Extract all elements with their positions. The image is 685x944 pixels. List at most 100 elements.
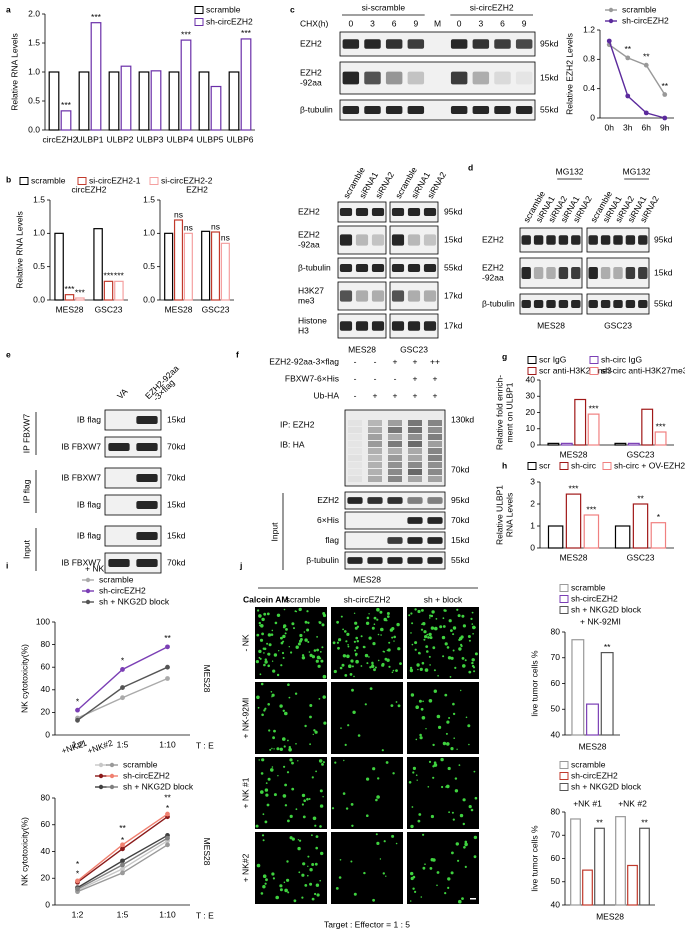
bar (180, 39, 192, 131)
cell-dot (392, 669, 395, 672)
cell-dot (383, 840, 386, 843)
significance: *** (61, 100, 72, 110)
cell-dot (322, 612, 326, 615)
group-header: +NK#2 (86, 738, 114, 756)
y-tick-label: 80 (41, 792, 51, 802)
row-label: 6×His (317, 515, 339, 525)
bar (150, 70, 162, 131)
blot-smear (348, 476, 362, 482)
cell-dot (286, 860, 289, 863)
significance: * (76, 696, 80, 706)
cell-dot (309, 743, 311, 746)
blot-smear (408, 427, 422, 433)
row-label: EZH2 (482, 234, 504, 244)
point (643, 110, 649, 116)
blot-band (494, 39, 511, 49)
cell-dot (468, 743, 470, 746)
cell-dot (453, 737, 456, 739)
row-label: IB flag (77, 530, 101, 540)
cell-dot (306, 798, 309, 801)
point (120, 858, 125, 864)
blot-smear (408, 448, 422, 454)
cell-dot (279, 704, 283, 708)
cell-dot (264, 660, 268, 664)
cell-dot (263, 612, 267, 616)
cell-dot (291, 787, 295, 791)
legend-swatch (608, 7, 614, 13)
legend-label: scramble (206, 4, 241, 14)
cell-dot (319, 879, 322, 882)
cell-dot (369, 687, 373, 690)
cell-dot (399, 662, 402, 665)
x-tick-label: 3h (623, 122, 633, 132)
cell-dot (280, 637, 283, 640)
blot-frame (104, 525, 162, 547)
blot-band (407, 517, 423, 524)
blot-band (364, 39, 381, 49)
significance: ** (164, 633, 171, 643)
cell-dot (459, 813, 464, 818)
size-label: 55kd (654, 298, 673, 308)
y-tick-label: 30 (526, 391, 536, 401)
cell-dot (429, 664, 431, 666)
blot-smear (428, 434, 442, 440)
blot-smear (348, 455, 362, 461)
legend-label: scramble (123, 759, 158, 769)
blot-smear (368, 455, 382, 461)
blot-band (423, 208, 437, 216)
cell-dot (351, 824, 354, 827)
cell-dot (273, 748, 275, 750)
point (75, 707, 80, 713)
cell-dot (356, 640, 359, 643)
y-tick-label: 0.5 (33, 261, 45, 271)
cell-dot (262, 813, 265, 816)
cell-dot (266, 803, 270, 807)
cell-dot (360, 665, 363, 667)
significance: ns (174, 209, 183, 219)
cell-dot (294, 692, 298, 695)
legend-label: scramble (31, 175, 66, 185)
cell-dot (307, 621, 310, 624)
bar (583, 514, 600, 549)
blot-band (342, 71, 360, 85)
cell-dot (259, 638, 264, 642)
cell-dot (344, 743, 347, 747)
cell-dot (455, 842, 459, 846)
cell-dot (458, 899, 462, 904)
cell-dot (351, 665, 354, 668)
cell-dot (316, 655, 321, 660)
cell-dot (311, 897, 315, 901)
legend-label: sh-circEZH2 (123, 770, 170, 780)
cell-dot (286, 878, 290, 882)
blot-band (407, 106, 425, 114)
blot-band (371, 264, 385, 272)
cell-dot (267, 703, 271, 706)
bar (210, 85, 222, 131)
cell-dot (272, 669, 276, 673)
blot-band (339, 264, 353, 272)
point (120, 695, 125, 701)
blot-band (472, 71, 490, 85)
cell-dot (282, 737, 286, 741)
blot-band (427, 537, 443, 544)
cell-dot (315, 770, 317, 773)
cell-dot (374, 666, 377, 669)
legend-label: sh + NKG2D block (123, 781, 194, 791)
x-tick-label: GSC23 (627, 449, 655, 459)
y-tick-label: 20 (526, 407, 536, 417)
point (75, 886, 80, 892)
cell-dot (307, 874, 309, 877)
cell-dot (262, 885, 266, 889)
cell-dot (320, 659, 324, 663)
cell-dot (473, 770, 476, 773)
row-label: H3K27 (298, 285, 324, 295)
y-tick-label: 10 (526, 423, 536, 433)
y-tick-label: 20 (41, 707, 51, 717)
blot-smear (348, 427, 362, 433)
size-label: 70kd (167, 472, 186, 482)
cell-dot (368, 613, 370, 615)
cell-dot (442, 655, 445, 658)
row-label: EZH2 (298, 206, 320, 216)
blot-band (385, 71, 403, 85)
row-label: β-tubulin (300, 104, 333, 114)
